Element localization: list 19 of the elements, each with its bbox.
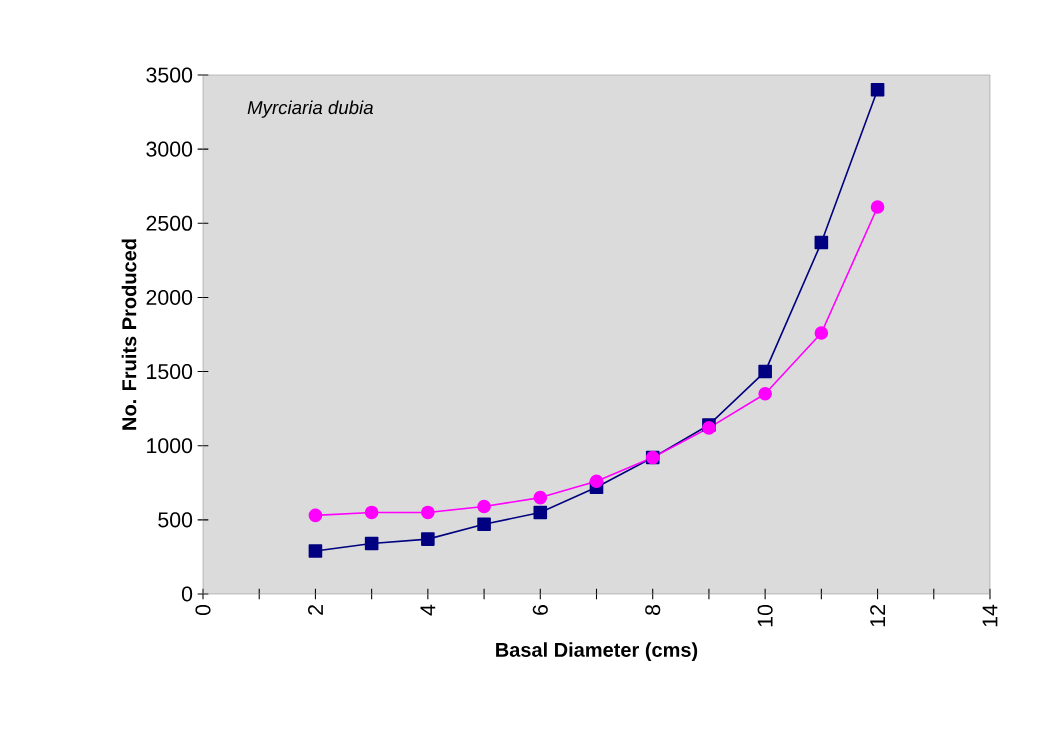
x-tick-label: 4 <box>420 604 436 616</box>
y-tick-label: 500 <box>158 512 193 528</box>
annotation: Myrciaria dubia <box>247 100 373 118</box>
y-tick-label: 2000 <box>146 289 193 305</box>
y-axis-title: No. Fruits Produced <box>121 239 137 430</box>
x-tick-label: 8 <box>645 604 661 615</box>
y-tick-label: 3500 <box>146 67 193 83</box>
x-tick-label: 6 <box>532 604 548 615</box>
x-tick-label: 10 <box>757 604 773 627</box>
x-tick-label: 14 <box>982 604 998 627</box>
x-axis-title: Basal Diameter (cms) <box>496 642 698 661</box>
y-tick-label: 0 <box>181 586 193 602</box>
y-tick-label: 3000 <box>146 141 193 157</box>
x-tick-label: 12 <box>870 605 886 627</box>
x-tick-label: 2 <box>307 605 323 615</box>
y-tick-label: 2500 <box>146 215 193 231</box>
y-tick-label: 1500 <box>147 364 193 380</box>
y-tick-label: 1000 <box>147 438 193 454</box>
x-tick-label: 0 <box>195 604 211 616</box>
